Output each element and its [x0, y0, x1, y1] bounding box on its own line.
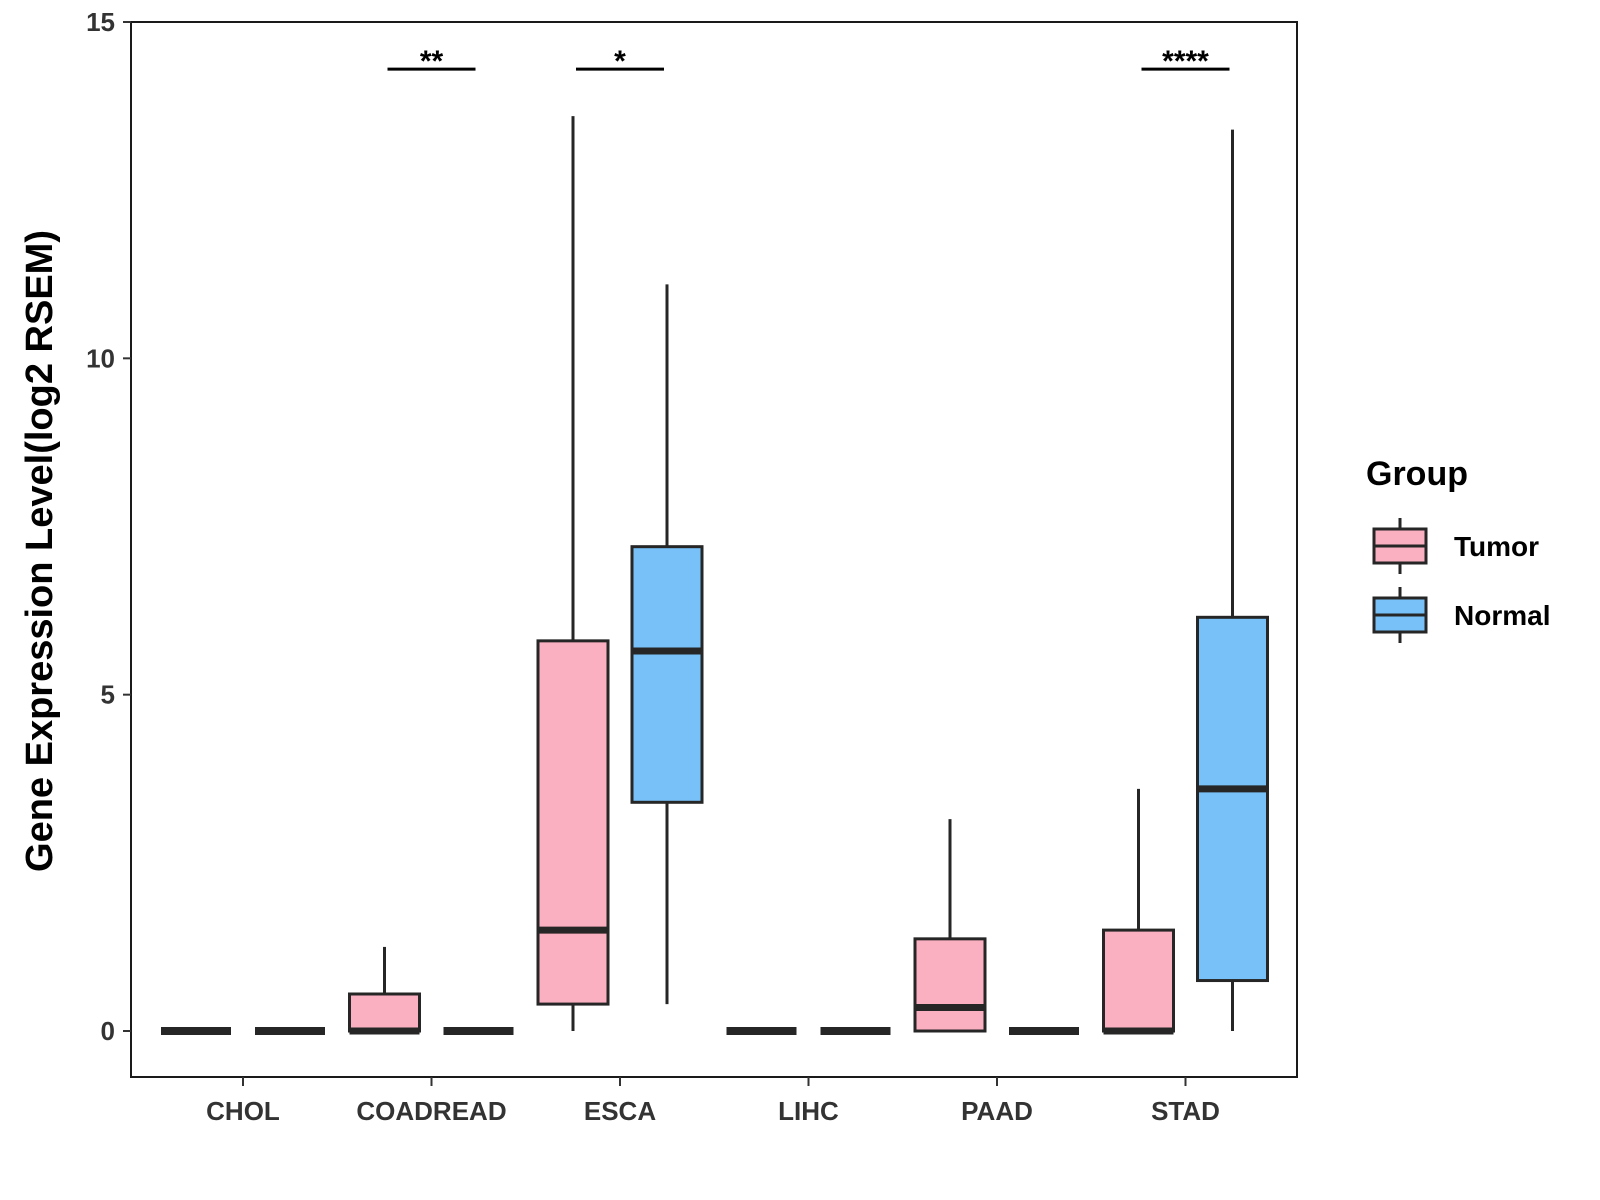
box-tumor-esca: [536, 116, 610, 1031]
box-tumor-stad: [1102, 788, 1175, 1035]
legend-item-normal: Normal: [1372, 587, 1550, 643]
box-body: [536, 639, 610, 1006]
x-tick-label: COADREAD: [356, 1096, 506, 1126]
box-body: [1102, 928, 1175, 1033]
legend-title: Group: [1366, 455, 1468, 493]
x-tick-label: ESCA: [584, 1096, 656, 1126]
x-tick-label: LIHC: [778, 1096, 839, 1126]
box-tumor-paad: [913, 819, 987, 1033]
y-tick-label: 5: [101, 680, 115, 710]
box-normal-esca: [630, 284, 704, 1005]
plot-panel: [130, 21, 1298, 1078]
axes: 0 5 10 15 CHOL COADREAD ESCA LIHC PAAD STAD: [86, 7, 1220, 1126]
x-tick-label: CHOL: [206, 1096, 280, 1126]
box-tumor-coadread: [348, 946, 421, 1035]
box-normal-stad: [1196, 129, 1269, 1031]
x-tick-label: STAD: [1151, 1096, 1220, 1126]
significance-label: ****: [1162, 45, 1209, 78]
y-axis-title: Gene Expression Level(log2 RSEM): [19, 230, 61, 872]
legend-label: Tumor: [1454, 531, 1539, 562]
y-tick-label: 15: [86, 7, 115, 37]
box-body: [348, 992, 421, 1033]
box-body: [1196, 615, 1269, 983]
x-tick-label: PAAD: [961, 1096, 1033, 1126]
y-tick-label: 10: [86, 343, 115, 373]
significance-label: **: [420, 45, 444, 78]
y-tick-label: 0: [101, 1016, 115, 1046]
legend: Group Tumor Normal: [1366, 455, 1550, 643]
significance-esca: *: [576, 45, 664, 78]
legend-label: Normal: [1454, 600, 1550, 631]
significance-coadread: **: [387, 45, 476, 78]
legend-item-tumor: Tumor: [1372, 518, 1539, 574]
box-body: [913, 937, 987, 1033]
significance-stad: ****: [1141, 45, 1230, 78]
significance-label: *: [614, 45, 626, 78]
box-body: [630, 545, 704, 804]
plot-marks: ** * ****: [161, 45, 1269, 1035]
